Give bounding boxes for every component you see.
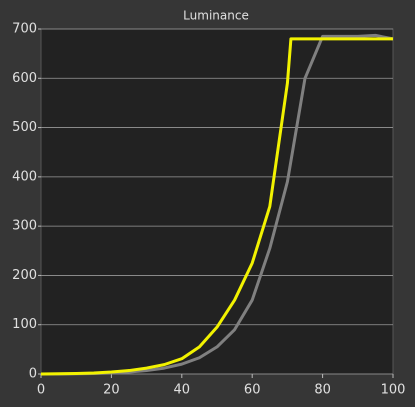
chart-title: Luminance (183, 9, 249, 23)
plot-area (40, 28, 394, 375)
x-tick-label: 80 (314, 383, 331, 398)
x-tick-label: 60 (244, 383, 261, 398)
x-tick-label: 100 (381, 383, 406, 398)
x-tick-label: 20 (103, 383, 120, 398)
y-tick-label: 600 (12, 71, 37, 86)
y-tick-label: 300 (12, 219, 37, 234)
x-tick-label: 40 (174, 383, 191, 398)
line-series (40, 37, 393, 376)
y-tick-label: 100 (12, 317, 37, 332)
y-tick-label: 500 (12, 120, 37, 135)
y-tick-label: 0 (29, 367, 37, 382)
y-tick-label: 200 (12, 268, 37, 283)
x-tick-label: 0 (37, 383, 45, 398)
y-tick-label: 400 (12, 169, 37, 184)
y-tick-label: 700 (12, 22, 37, 37)
